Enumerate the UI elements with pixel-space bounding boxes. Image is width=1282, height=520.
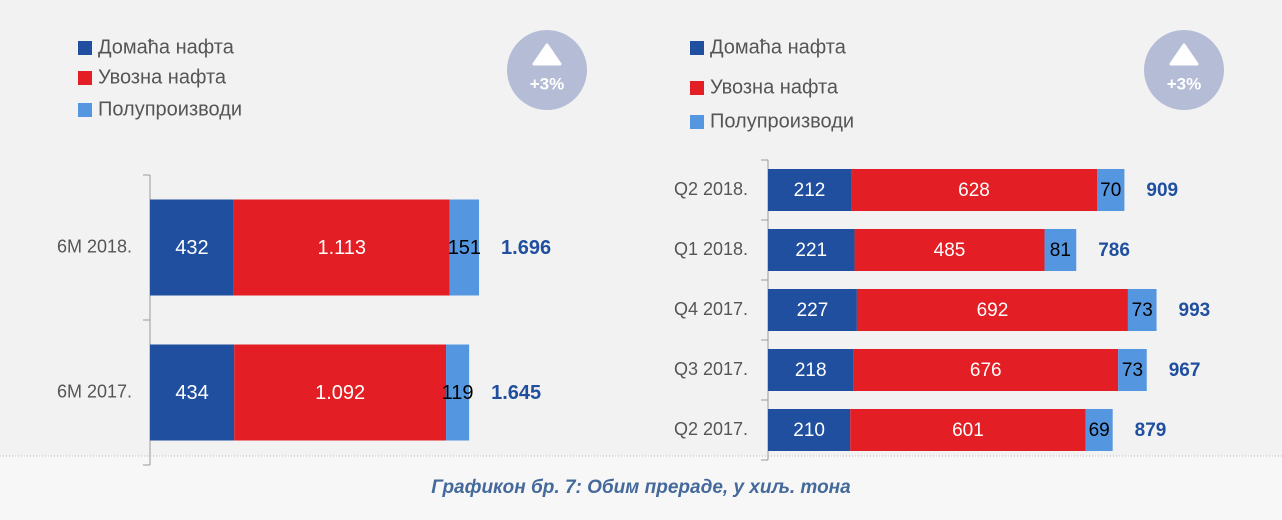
category-label: Q1 2018. <box>674 239 748 259</box>
category-label: 6M 2017. <box>57 381 132 401</box>
legend-label: Домаћа нафта <box>710 36 847 58</box>
value-label: 676 <box>970 360 1002 381</box>
value-label: 221 <box>795 240 827 261</box>
value-label: 601 <box>952 420 984 441</box>
bar-segment <box>233 199 450 296</box>
bar-segment <box>853 349 1119 391</box>
badge <box>1144 30 1224 110</box>
value-label: 73 <box>1122 360 1143 381</box>
category-label: 6M 2018. <box>57 236 132 256</box>
value-label: 212 <box>794 180 826 201</box>
total-label: 786 <box>1098 240 1130 261</box>
category-label: Q3 2017. <box>674 359 748 379</box>
bar-segment <box>150 199 234 296</box>
value-label: 73 <box>1132 300 1153 321</box>
legend-label: Домаћа нафта <box>98 36 235 58</box>
category-label: Q4 2017. <box>674 299 748 319</box>
value-label: 151 <box>448 237 481 259</box>
value-label: 119 <box>442 382 474 404</box>
badge-label: +3% <box>530 74 565 93</box>
bar-segment <box>1127 289 1157 331</box>
bar-segment <box>854 229 1045 271</box>
legend-label: Увозна нафта <box>710 76 839 98</box>
legend-swatch <box>78 41 92 55</box>
bar-segment <box>446 344 470 441</box>
total-label: 909 <box>1146 180 1178 201</box>
value-label: 218 <box>795 360 827 381</box>
bar-segment <box>150 344 235 441</box>
total-label: 967 <box>1169 360 1201 381</box>
total-label: 879 <box>1135 420 1167 441</box>
bar-segment <box>1044 229 1077 271</box>
bar-segment <box>768 169 852 211</box>
value-label: 227 <box>797 300 829 321</box>
bar-segment <box>851 169 1097 211</box>
bar-segment <box>234 344 447 441</box>
caption-background <box>0 456 1282 520</box>
legend-swatch <box>690 115 704 129</box>
bar-segment <box>768 349 854 391</box>
bar-segment <box>1118 349 1147 391</box>
value-label: 70 <box>1100 180 1121 201</box>
total-label: 993 <box>1179 300 1211 321</box>
value-label: 432 <box>175 237 208 259</box>
legend-label: Полупроизводи <box>710 110 854 132</box>
value-label: 81 <box>1050 240 1071 261</box>
legend-swatch <box>690 41 704 55</box>
bar-segment <box>850 409 1086 451</box>
value-label: 210 <box>793 420 825 441</box>
badge-arrow <box>532 43 562 66</box>
total-label: 1.645 <box>491 382 541 404</box>
legend-label: Увозна нафта <box>98 66 227 88</box>
bar-segment <box>768 229 855 271</box>
value-label: 692 <box>977 300 1009 321</box>
caption: Графикон бр. 7: Обим прераде, у хиљ. тон… <box>431 477 851 498</box>
bar-segment <box>449 199 480 296</box>
value-label: 628 <box>958 180 990 201</box>
value-label: 1.113 <box>317 237 366 259</box>
legend-swatch <box>78 71 92 85</box>
legend-swatch <box>690 81 704 95</box>
bar-segment <box>1085 409 1113 451</box>
badge <box>507 30 587 110</box>
value-label: 1.092 <box>315 382 365 404</box>
category-label: Q2 2018. <box>674 179 748 199</box>
value-label: 485 <box>934 240 966 261</box>
value-label: 434 <box>175 382 208 404</box>
legend-swatch <box>78 103 92 117</box>
bar-segment <box>768 289 857 331</box>
category-label: Q2 2017. <box>674 419 748 439</box>
legend-label: Полупроизводи <box>98 98 242 120</box>
value-label: 69 <box>1089 420 1110 441</box>
bar-segment <box>768 409 851 451</box>
total-label: 1.696 <box>501 237 551 259</box>
bar-segment <box>856 289 1128 331</box>
bar-segment <box>1097 169 1125 211</box>
badge-arrow <box>1169 43 1199 66</box>
badge-label: +3% <box>1167 74 1202 93</box>
